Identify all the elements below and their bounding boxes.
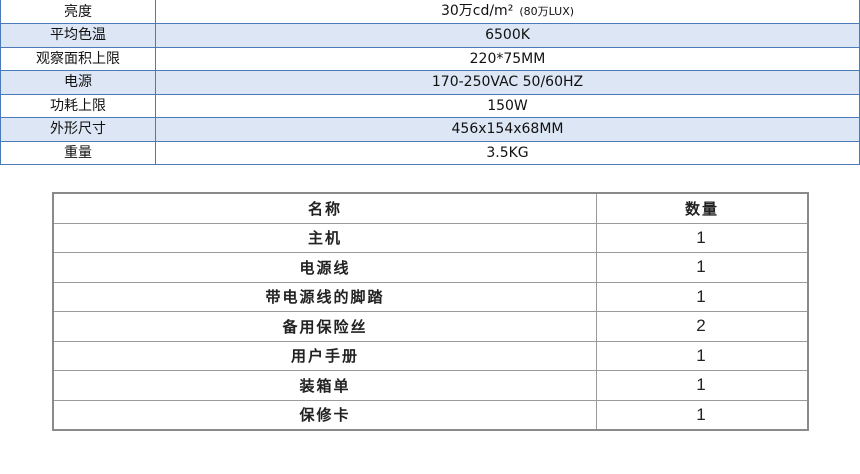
spec-row: 电源 170-250VAC 50/60HZ [0,70,860,95]
spec-row: 功耗上限 150W [0,93,860,118]
spec-value-text: 456x154x68MM [451,121,564,138]
spec-row: 外形尺寸 456x154x68MM [0,117,860,142]
spec-row: 平均色温 6500K [0,23,860,48]
item-quantity: 2 [596,311,809,342]
spec-row: 重量 3.5KG [0,140,860,165]
item-name: 带电源线的脚踏 [52,281,597,312]
packing-row: 装箱单 1 [52,370,809,401]
packing-row: 保修卡 1 [52,399,809,431]
spec-value: 150W [155,93,860,118]
spec-key: 平均色温 [0,23,156,48]
item-quantity: 1 [596,222,809,253]
spec-value: 456x154x68MM [155,117,860,142]
spec-value: 3.5KG [155,140,860,165]
spec-value-text: 150W [487,97,528,114]
item-quantity: 1 [596,252,809,283]
spec-key: 功耗上限 [0,93,156,118]
spec-value: 30万cd/m² (80万LUX) [155,0,860,24]
spec-value-text: 30万cd/m² [440,3,514,19]
spec-key: 电源 [0,70,156,95]
packing-row: 用户手册 1 [52,340,809,371]
packing-row: 电源线 1 [52,252,809,283]
spec-value-text: 3.5KG [486,144,529,161]
spec-row: 观察面积上限 220*75MM [0,46,860,71]
spec-key: 亮度 [0,0,156,24]
header-quantity: 数量 [596,192,809,224]
spec-value-note: (80万LUX) [519,5,575,18]
spec-value-text: 170-250VAC 50/60HZ [431,74,584,91]
item-quantity: 1 [596,340,809,371]
item-quantity: 1 [596,399,809,431]
header-name: 名称 [52,192,597,224]
item-name: 主机 [52,222,597,253]
item-name: 用户手册 [52,340,597,371]
packing-header-row: 名称 数量 [52,192,809,224]
spec-key: 重量 [0,140,156,165]
spec-value: 170-250VAC 50/60HZ [155,70,860,95]
spec-value-text: 6500K [485,27,530,44]
spec-value: 6500K [155,23,860,48]
packing-row: 备用保险丝 2 [52,311,809,342]
item-quantity: 1 [596,370,809,401]
spec-key: 观察面积上限 [0,46,156,71]
item-name: 备用保险丝 [52,311,597,342]
item-quantity: 1 [596,281,809,312]
spec-table: 亮度 30万cd/m² (80万LUX) 平均色温 6500K 观察面积上限 220*75M… [0,0,860,165]
packing-list-table: 名称 数量 主机 1 电源线 1 带电源线的脚踏 1 备用保险丝 2 用户手册 1 装箱单 1 保修卡 1 [52,192,809,431]
spec-key: 外形尺寸 [0,117,156,142]
spec-value-text: 220*75MM [469,50,546,67]
packing-row: 带电源线的脚踏 1 [52,281,809,312]
item-name: 保修卡 [52,399,597,431]
spec-value: 220*75MM [155,46,860,71]
item-name: 电源线 [52,252,597,283]
item-name: 装箱单 [52,370,597,401]
packing-row: 主机 1 [52,222,809,253]
spec-row: 亮度 30万cd/m² (80万LUX) [0,0,860,24]
